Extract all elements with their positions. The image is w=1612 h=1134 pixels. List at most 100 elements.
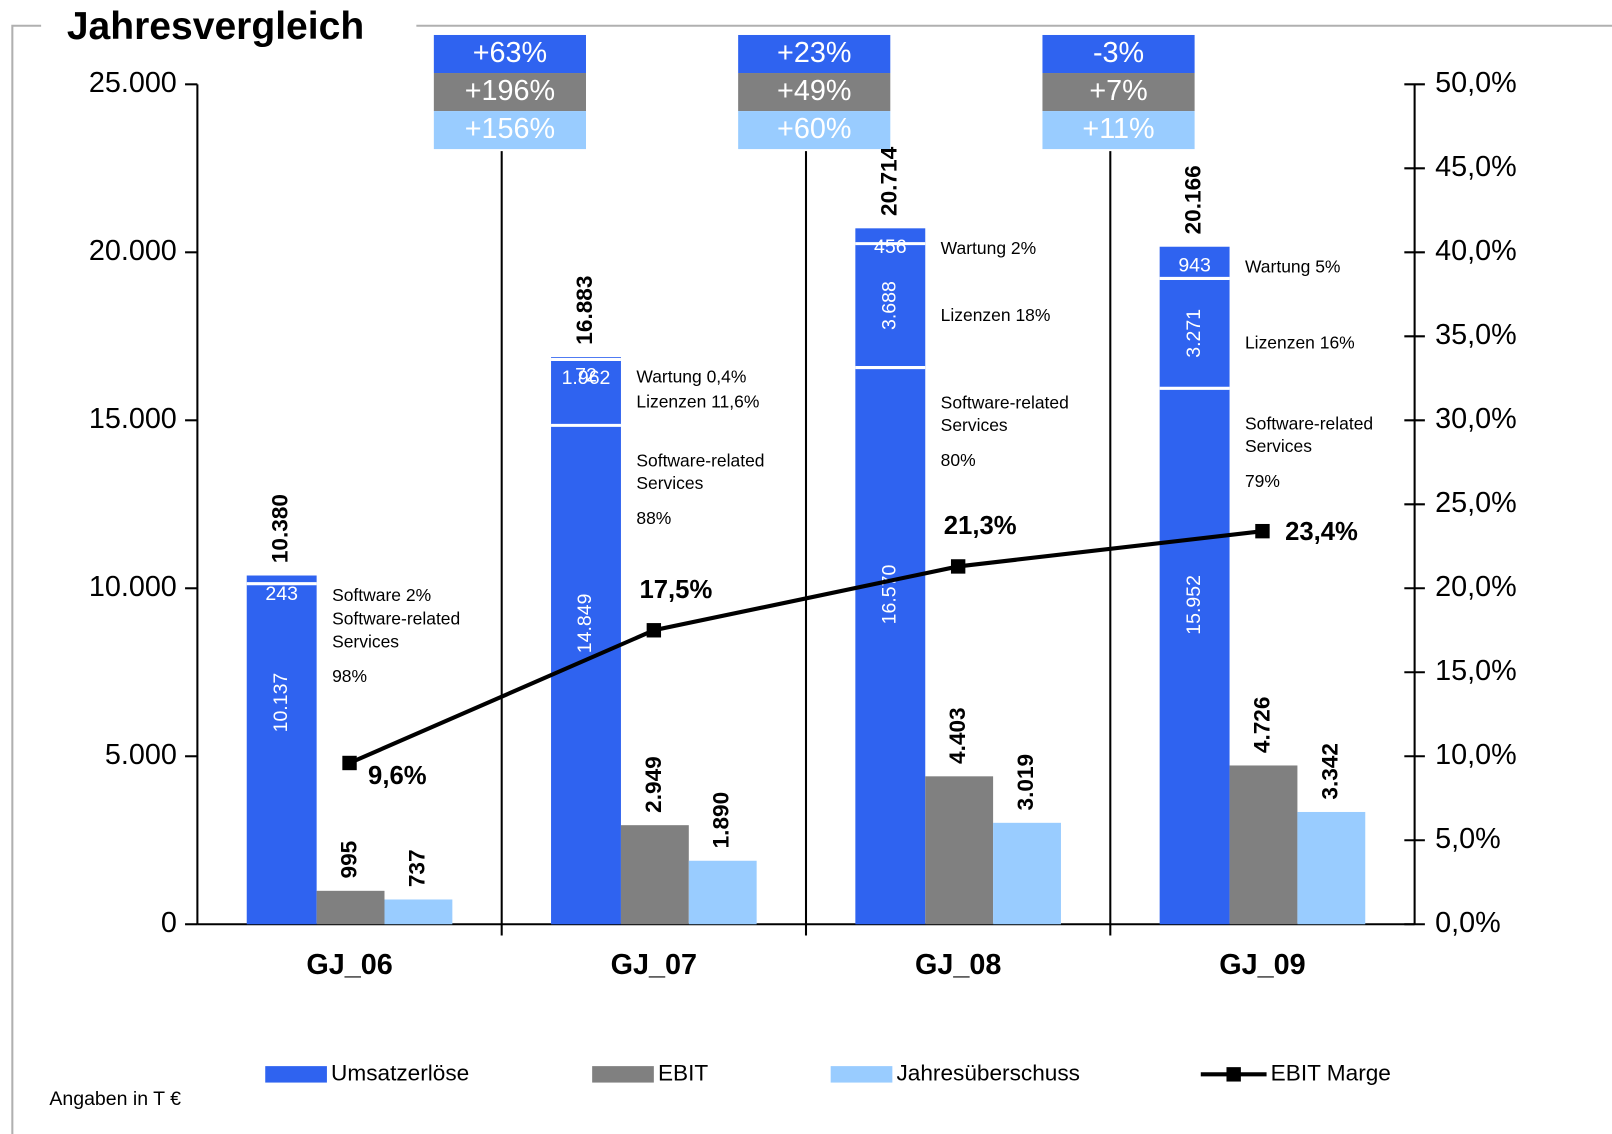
annotation-line: Lizenzen 16% — [1245, 332, 1355, 352]
segment-annotation: Software-related Services 80% — [941, 392, 1069, 470]
bar — [688, 860, 757, 925]
bar-value-label: 3.019 — [1013, 754, 1038, 811]
y2-tick-label: 10,0% — [1435, 739, 1517, 771]
growth-label: +49% — [777, 75, 851, 107]
segment-label: 16.570 — [878, 565, 900, 625]
frame — [11, 24, 1612, 1134]
growth-label: +196% — [465, 75, 555, 107]
line-value-label: 23,4% — [1285, 518, 1358, 546]
segment-label: 72 — [575, 365, 597, 387]
legend-swatch — [830, 1066, 893, 1083]
growth-box — [738, 111, 891, 150]
segment-label: 943 — [1178, 254, 1211, 276]
segment-annotation: Wartung 2% — [941, 237, 1036, 257]
annotation-line: Services — [636, 473, 703, 493]
bar-value-label: 3.342 — [1317, 743, 1342, 800]
total-label: 10.380 — [268, 494, 293, 563]
growth-box — [738, 34, 891, 74]
legend-label: EBIT — [658, 1060, 708, 1085]
y2-tick-label: 15,0% — [1435, 655, 1517, 687]
segment-annotation: Wartung 5% — [1245, 256, 1340, 276]
legend-label: EBIT Marge — [1271, 1060, 1391, 1085]
bar — [316, 890, 385, 925]
bar-segment — [551, 425, 621, 925]
annotation-line: 98% — [332, 666, 367, 686]
annotation-line: Software-related — [332, 608, 460, 628]
y2-tick-label: 35,0% — [1435, 319, 1517, 351]
y-tick-label: 20.000 — [89, 235, 177, 267]
annotation-line: Lizenzen 18% — [941, 304, 1051, 324]
annotation-line: Software-related — [941, 392, 1069, 412]
growth-label: +23% — [777, 37, 851, 69]
segment-annotation: Software 2% — [332, 585, 431, 605]
x-tick-label: GJ_06 — [306, 949, 392, 981]
y-tick-label: 0 — [161, 907, 177, 939]
y-tick-label: 25.000 — [89, 67, 177, 99]
segment-label: 1.962 — [562, 367, 611, 389]
total-label: 20.166 — [1181, 165, 1206, 234]
growth-box — [738, 73, 891, 112]
segment-label: 3.271 — [1183, 309, 1205, 358]
growth-label: +156% — [465, 113, 555, 145]
segment-annotation: Software-related Services 98% — [332, 608, 460, 686]
growth-label: +11% — [1082, 113, 1154, 145]
annotation-line: 79% — [1245, 470, 1280, 490]
bar — [384, 899, 453, 925]
segment-annotation: Lizenzen 11,6% — [636, 391, 759, 411]
line-marker — [646, 623, 662, 638]
growth-box — [433, 34, 586, 74]
line-marker — [342, 755, 357, 771]
annotation-line: Services — [1245, 436, 1312, 456]
y2-tick-label: 30,0% — [1435, 403, 1517, 435]
x-tick-label: GJ_07 — [611, 949, 697, 981]
segment-label: 456 — [874, 236, 907, 258]
growth-label: +63% — [473, 37, 547, 69]
annotation-line: Services — [941, 415, 1008, 435]
segment-annotation: Lizenzen 18% — [941, 304, 1051, 324]
x-tick-label: GJ_08 — [915, 949, 1001, 981]
y2-tick-label: 45,0% — [1435, 151, 1517, 183]
legend-label: Jahresüberschuss — [896, 1060, 1079, 1085]
annotation-line: Wartung 2% — [941, 237, 1036, 257]
bar-value-label: 737 — [404, 849, 429, 887]
line-value-label: 17,5% — [639, 576, 712, 604]
legend-swatch — [265, 1066, 327, 1083]
line-value-label: 21,3% — [944, 512, 1017, 540]
bar-segment — [246, 583, 317, 925]
segment-annotation: Wartung 0,4% — [636, 366, 746, 386]
total-label: 20.714 — [876, 146, 901, 216]
legend-marker — [1226, 1067, 1241, 1082]
annotation-line: 80% — [941, 450, 976, 470]
y2-tick-label: 25,0% — [1435, 487, 1517, 519]
bar — [620, 825, 689, 925]
annotation-line: Wartung 5% — [1245, 256, 1340, 276]
line-marker — [1255, 523, 1270, 539]
growth-label: -3% — [1093, 37, 1144, 69]
segment-label: 14.849 — [574, 594, 596, 654]
growth-box — [433, 73, 586, 112]
segment-annotation: Software-related Services 79% — [1245, 413, 1373, 491]
growth-label: +60% — [777, 113, 851, 145]
bar-segment — [855, 228, 926, 244]
annotation-line: 88% — [636, 508, 671, 528]
note: Angaben in T € — [49, 1088, 181, 1110]
bar-segment — [246, 575, 317, 584]
annotation-line: Software-related — [1245, 413, 1373, 433]
y2-tick-label: 40,0% — [1435, 235, 1517, 267]
legend-label: Umsatzerlöse — [331, 1060, 469, 1085]
growth-box — [1042, 34, 1195, 74]
line-marker — [950, 559, 966, 574]
x-tick-label: GJ_09 — [1219, 949, 1305, 981]
bar-value-label: 2.949 — [641, 756, 666, 813]
bar — [1297, 811, 1366, 925]
segment-label: 3.688 — [878, 281, 900, 330]
bar-segment — [1159, 388, 1230, 925]
total-label: 16.883 — [572, 276, 597, 345]
growth-box — [433, 111, 586, 150]
line-value-label: 9,6% — [368, 762, 427, 790]
segment-label: 10.137 — [270, 673, 292, 733]
bar-value-label: 4.726 — [1249, 697, 1274, 754]
bar-segment — [551, 359, 621, 426]
segment-annotation: Lizenzen 16% — [1245, 332, 1355, 352]
